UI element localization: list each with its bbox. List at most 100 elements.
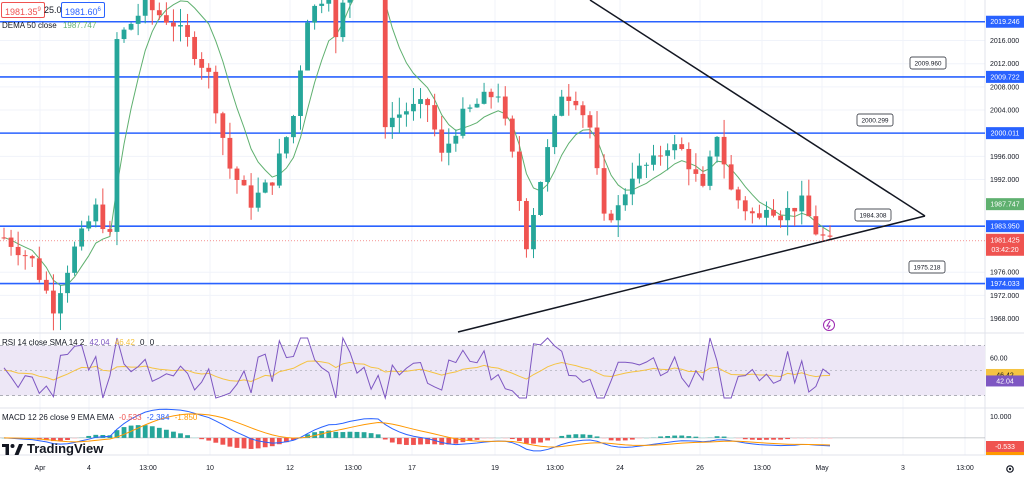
candle-body[interactable]: [135, 15, 141, 24]
candle-body[interactable]: [481, 91, 487, 104]
candle-body[interactable]: [644, 164, 649, 166]
candle-body[interactable]: [15, 246, 21, 256]
candle-body[interactable]: [559, 96, 565, 116]
candle-body[interactable]: [764, 209, 769, 218]
candle-body[interactable]: [128, 23, 134, 30]
candle-body[interactable]: [72, 246, 77, 273]
candle-body[interactable]: [86, 221, 92, 229]
candle-body[interactable]: [707, 156, 713, 186]
resistance-trendline[interactable]: [589, 0, 926, 217]
candle-body[interactable]: [255, 192, 261, 208]
candle-body[interactable]: [206, 67, 212, 72]
candle-body[interactable]: [778, 215, 783, 221]
candle-body[interactable]: [114, 39, 120, 232]
candle-body[interactable]: [721, 136, 727, 165]
gear-icon[interactable]: [1006, 465, 1014, 473]
candle-body[interactable]: [178, 25, 183, 27]
rsi-legend[interactable]: RSI 14 close SMA 14 2 42.04 46.42 0 0: [2, 338, 154, 347]
candle-body[interactable]: [665, 150, 671, 156]
candle-body[interactable]: [432, 105, 438, 130]
candle-body[interactable]: [319, 3, 325, 6]
candle-body[interactable]: [742, 200, 748, 212]
candle-body[interactable]: [171, 22, 176, 27]
candle-body[interactable]: [347, 0, 353, 3]
candle-body[interactable]: [686, 148, 692, 170]
candle-body[interactable]: [262, 182, 268, 193]
candle-body[interactable]: [305, 22, 310, 71]
candle-body[interactable]: [185, 25, 190, 37]
candle-body[interactable]: [79, 228, 85, 247]
candle-body[interactable]: [735, 189, 741, 201]
candle-body[interactable]: [573, 100, 579, 106]
candle-body[interactable]: [474, 103, 480, 108]
candle-body[interactable]: [404, 111, 409, 115]
candle-body[interactable]: [8, 237, 14, 247]
candle-body[interactable]: [636, 165, 642, 179]
candle-body[interactable]: [728, 164, 734, 190]
candle-body[interactable]: [700, 173, 706, 186]
candle-body[interactable]: [418, 99, 423, 104]
tradingview-logo[interactable]: TradingView: [2, 441, 103, 456]
candle-body[interactable]: [51, 290, 56, 314]
candle-body[interactable]: [411, 103, 416, 112]
candle-body[interactable]: [291, 115, 296, 138]
candle-body[interactable]: [220, 113, 226, 138]
candle-body[interactable]: [552, 115, 558, 148]
candle-body[interactable]: [714, 136, 720, 157]
candle-body[interactable]: [792, 207, 798, 212]
alert-icon[interactable]: [823, 319, 835, 331]
candle-body[interactable]: [495, 96, 501, 98]
candle-body[interactable]: [213, 71, 219, 114]
candle-body[interactable]: [149, 0, 155, 11]
candle-body[interactable]: [121, 29, 127, 40]
candle-body[interactable]: [241, 179, 247, 186]
candle-body[interactable]: [107, 229, 113, 232]
candle-body[interactable]: [382, 0, 388, 128]
candle-body[interactable]: [580, 105, 586, 116]
candle-body[interactable]: [757, 213, 762, 218]
candles[interactable]: [1, 0, 833, 331]
ask-price-box[interactable]: 1981.606: [61, 2, 105, 18]
candle-body[interactable]: [333, 0, 339, 38]
candle-body[interactable]: [538, 181, 543, 215]
candle-body[interactable]: [326, 0, 332, 4]
candle-body[interactable]: [622, 194, 628, 206]
candle-body[interactable]: [283, 137, 289, 154]
candle-body[interactable]: [820, 234, 826, 236]
candle-body[interactable]: [22, 255, 28, 257]
candle-body[interactable]: [446, 143, 452, 153]
candle-body[interactable]: [516, 151, 522, 201]
candle-body[interactable]: [813, 216, 819, 235]
macd-legend[interactable]: MACD 12 26 close 9 EMA EMA -0.533 -2.384…: [2, 413, 197, 422]
candle-body[interactable]: [29, 256, 35, 259]
candle-body[interactable]: [340, 2, 346, 38]
candle-body[interactable]: [100, 204, 106, 230]
candle-body[interactable]: [545, 147, 551, 182]
candle-body[interactable]: [234, 168, 240, 180]
candle-body[interactable]: [651, 155, 656, 165]
candle-body[interactable]: [827, 235, 833, 237]
candle-body[interactable]: [199, 59, 205, 68]
time-axis[interactable]: Apr 4 13:00 10 12 13:00 17 19 13:00 24 26 13:00 May 3…: [35, 465, 974, 472]
candle-body[interactable]: [396, 114, 402, 118]
candle-body[interactable]: [601, 168, 607, 214]
bid-price-box[interactable]: 1981.359: [1, 2, 45, 18]
candle-body[interactable]: [298, 70, 303, 116]
candle-body[interactable]: [785, 207, 791, 221]
candle-body[interactable]: [142, 0, 148, 16]
candle-body[interactable]: [467, 107, 473, 109]
candle-body[interactable]: [806, 195, 812, 217]
candle-body[interactable]: [312, 5, 318, 23]
candle-body[interactable]: [1, 237, 7, 239]
candle-body[interactable]: [460, 108, 466, 136]
candle-body[interactable]: [425, 99, 430, 106]
candle-body[interactable]: [608, 213, 614, 221]
candle-body[interactable]: [771, 209, 776, 216]
candle-body[interactable]: [439, 129, 445, 153]
candle-body[interactable]: [488, 91, 494, 98]
price-axis[interactable]: 2016.000 2012.000 2008.000 2004.000 1996.000…: [0, 38, 1024, 323]
trendlines[interactable]: [457, 0, 926, 333]
candle-body[interactable]: [389, 117, 395, 128]
candle-body[interactable]: [156, 10, 162, 16]
